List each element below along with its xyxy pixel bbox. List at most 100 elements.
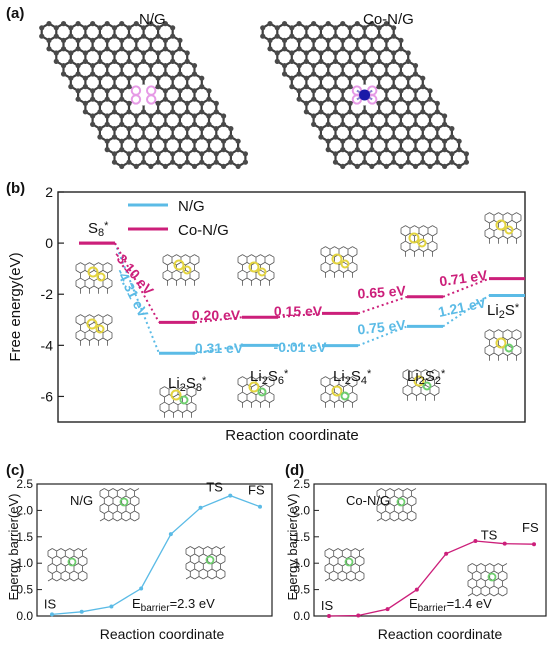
carbon-atom [383,163,389,169]
carbon-atom [347,58,353,64]
sulfur-atom [413,375,425,387]
carbon-atom [68,33,74,39]
carbon-atom [60,21,67,27]
carbon-atom [126,75,132,81]
lithium-atom [257,387,267,397]
carbon-atom [148,46,154,52]
carbon-atom [126,58,132,64]
carbon-atom [119,88,125,94]
carbon-atom [199,126,205,132]
carbon-atom [296,71,302,77]
carbon-atom [361,50,368,56]
lattice-bonds [376,488,417,522]
graphene-lattice-cong [260,21,470,169]
carbon-atom [332,109,339,115]
carbon-atom [162,63,168,69]
barrier-point [414,587,419,592]
carbon-atom [405,75,411,81]
step-label-part: S [88,220,98,237]
carbon-atom [155,159,161,165]
carbon-atom [148,113,154,119]
step-label-part: * [202,375,207,387]
lattice-bonds [320,376,358,408]
carbon-atom [354,71,360,77]
carbon-atom [449,151,455,157]
carbon-atom [398,138,404,144]
carbon-atom [303,100,309,106]
carbon-atom [119,21,125,27]
barrier-point [79,609,84,614]
carbon-atom [361,25,368,31]
carbon-atom [184,126,190,132]
carbon-atom [191,113,198,119]
carbon-atom [184,50,190,56]
carbon-atom [325,71,331,77]
carbon-atom [456,147,462,153]
carbon-atom [267,37,273,44]
step-label: Li2S2* [407,368,446,388]
carbon-atom [133,37,139,44]
carbon-atom [104,113,110,119]
carbon-atom [126,151,132,157]
barrier-structure [376,488,417,522]
y-tick-label: 1.0 [16,556,33,570]
lattice-bonds [484,329,522,361]
carbon-atom [340,88,346,94]
carbon-atom [53,33,59,39]
carbon-atom [398,88,404,94]
carbon-atom [155,25,161,31]
carbon-atom [369,121,375,127]
carbon-atom [82,58,88,64]
carbon-atom [68,75,74,81]
carbon-atom [318,25,324,31]
carbon-atom [75,63,81,69]
barrier-point [532,542,536,547]
plot-d: 0.0 0.5 1.0 1.5 2.0 2.5 IS TS FS Ebarrier=1.4 eV [293,477,547,623]
barrier-prefix: E [132,596,141,611]
carbon-atom [427,88,433,94]
carbon-atom [162,163,168,169]
carbon-atom [391,126,397,132]
carbon-atom [97,84,103,90]
carbon-atom [427,121,433,127]
sulfur-atom [408,232,420,244]
carbon-atom [369,63,375,69]
carbon-atom [177,138,183,144]
carbon-atom [111,151,118,157]
carbon-atom [332,50,339,56]
annotation-cong: 0.65 eV [357,282,407,301]
carbon-atom [82,100,88,106]
carbon-atom [119,138,125,144]
y-axis-label-c: Energy barrier(eV) [6,494,21,601]
carbon-atom [391,159,397,165]
carbon-atom [140,126,147,132]
carbon-atom [456,163,462,169]
carbon-atom [220,113,227,119]
carbon-atom [133,147,139,153]
carbon-atom [119,121,125,127]
carbon-atom [206,138,212,144]
y-tick-label: 2.5 [16,477,33,491]
carbon-atom [170,50,176,56]
carbon-atom [347,100,353,106]
carbon-atom [361,134,368,140]
carbon-atom [199,75,205,81]
carbon-atom [133,46,139,52]
carbon-atom [361,126,368,132]
adsorbate-atom [119,497,129,507]
barrier-point [109,604,114,609]
carbon-atom [340,71,346,77]
carbon-atom [104,121,110,127]
carbon-atom [75,88,81,94]
adsorbate-atom [487,572,497,582]
carbon-atom [140,58,147,64]
carbon-atom [267,21,273,27]
carbon-atom [170,151,176,157]
carbon-atom [289,58,295,64]
sulfur-atom [87,266,99,278]
carbon-atom [420,109,426,115]
step-label-part: Li [333,368,345,385]
carbon-atom [412,113,419,119]
carbon-atom [340,138,346,144]
carbon-atom [184,134,190,140]
